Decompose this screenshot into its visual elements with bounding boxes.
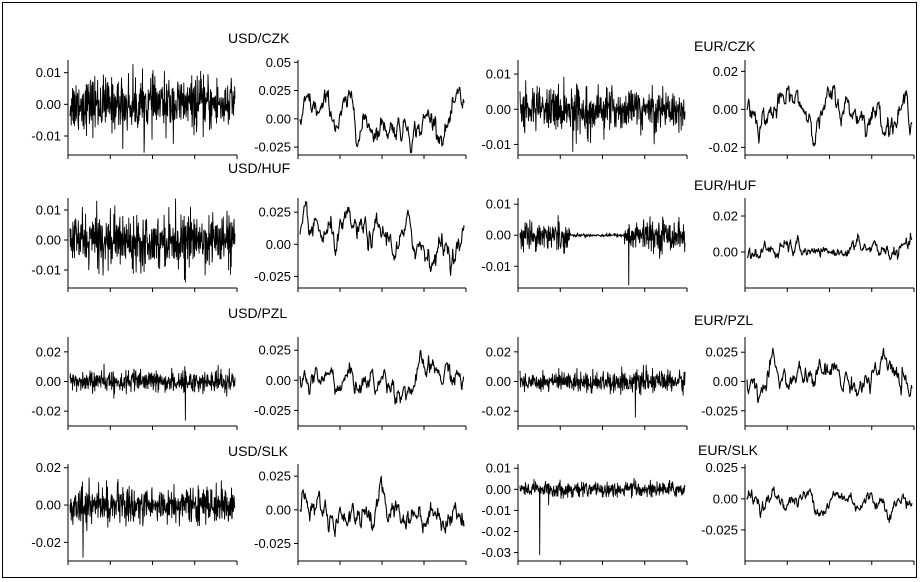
y-tick-label-eur-pzl-returns: 0.02: [486, 344, 511, 359]
y-tick-label-eur-pzl-filtered: -0.025: [701, 403, 738, 418]
y-tick-label-eur-huf-returns: 0.01: [486, 197, 511, 212]
y-tick-label-eur-huf-returns: 0.00: [486, 228, 511, 243]
y-tick-label-eur-slk-filtered: -0.025: [701, 522, 738, 537]
y-tick-label-usd-pzl-returns: 0.00: [36, 374, 61, 389]
title-usd-czk: USD/CZK: [228, 30, 290, 46]
y-tick-label-eur-pzl-filtered: 0.025: [705, 345, 738, 360]
title-usd-huf: USD/HUF: [228, 160, 291, 176]
title-usd-slk: USD/SLK: [228, 443, 288, 459]
title-eur-huf: EUR/HUF: [694, 177, 757, 193]
series-line-usd-huf-filtered: [299, 201, 465, 276]
y-tick-label-usd-pzl-filtered: 0.00: [266, 373, 291, 388]
y-tick-label-usd-pzl-filtered: 0.025: [258, 343, 291, 358]
y-tick-label-eur-pzl-returns: -0.02: [481, 404, 511, 419]
y-tick-label-usd-pzl-returns: -0.02: [31, 404, 61, 419]
y-tick-label-usd-pzl-returns: 0.02: [36, 344, 61, 359]
y-tick-label-usd-czk-returns: -0.01: [31, 129, 61, 144]
y-tick-label-usd-czk-filtered: 0.025: [258, 83, 291, 98]
y-tick-label-usd-slk-returns: 0.02: [36, 460, 61, 475]
y-tick-label-eur-czk-returns: 0.00: [486, 102, 511, 117]
y-tick-label-eur-slk-returns: 0.00: [486, 482, 511, 497]
y-tick-label-usd-huf-returns: -0.01: [31, 263, 61, 278]
y-tick-label-usd-slk-returns: -0.02: [31, 535, 61, 550]
series-line-eur-huf-returns: [519, 215, 686, 286]
y-tick-label-eur-czk-filtered: -0.02: [708, 140, 738, 155]
series-line-eur-huf-filtered: [746, 232, 913, 260]
title-eur-czk: EUR/CZK: [694, 38, 756, 54]
y-tick-label-usd-czk-returns: 0.01: [36, 65, 61, 80]
title-eur-slk: EUR/SLK: [698, 442, 758, 458]
y-tick-label-usd-czk-returns: 0.00: [36, 97, 61, 112]
y-tick-label-eur-slk-filtered: 0.00: [713, 491, 738, 506]
series-line-usd-pzl-filtered: [299, 350, 465, 405]
series-line-eur-slk-filtered: [746, 486, 913, 523]
y-tick-label-eur-czk-filtered: 0.00: [713, 102, 738, 117]
y-tick-label-eur-slk-returns: -0.02: [481, 524, 511, 539]
y-tick-label-usd-pzl-filtered: -0.025: [254, 403, 291, 418]
y-tick-label-usd-slk-filtered: -0.025: [254, 536, 291, 551]
series-line-usd-slk-returns: [69, 477, 236, 558]
y-tick-label-usd-huf-returns: 0.00: [36, 233, 61, 248]
y-tick-label-eur-huf-filtered: 0.02: [713, 209, 738, 224]
y-tick-label-usd-huf-filtered: -0.025: [254, 269, 291, 284]
title-eur-pzl: EUR/PZL: [694, 312, 754, 328]
series-line-eur-czk-returns: [519, 76, 686, 152]
y-tick-label-eur-slk-returns: -0.01: [481, 503, 511, 518]
y-tick-label-eur-slk-filtered: 0.025: [705, 460, 738, 475]
y-tick-label-eur-slk-returns: 0.01: [486, 461, 511, 476]
y-tick-label-usd-huf-filtered: 0.00: [266, 237, 291, 252]
y-tick-label-eur-czk-filtered: 0.02: [713, 64, 738, 79]
y-tick-label-usd-slk-filtered: 0.025: [258, 469, 291, 484]
series-line-usd-czk-returns: [69, 63, 236, 153]
y-tick-label-eur-huf-returns: -0.01: [481, 259, 511, 274]
y-tick-label-usd-czk-filtered: 0.05: [266, 55, 291, 70]
y-tick-label-usd-huf-returns: 0.01: [36, 203, 61, 218]
y-tick-label-usd-slk-filtered: 0.00: [266, 502, 291, 517]
y-tick-label-eur-pzl-returns: 0.00: [486, 374, 511, 389]
title-usd-pzl: USD/PZL: [228, 305, 288, 321]
series-line-eur-pzl-filtered: [746, 347, 913, 404]
series-line-usd-pzl-returns: [69, 363, 236, 421]
y-tick-label-eur-pzl-filtered: 0.00: [713, 374, 738, 389]
series-line-eur-czk-filtered: [746, 84, 913, 147]
y-tick-label-eur-czk-returns: -0.01: [481, 137, 511, 152]
y-tick-label-usd-slk-returns: 0.00: [36, 498, 61, 513]
series-line-eur-slk-returns: [519, 477, 686, 556]
y-tick-label-usd-czk-filtered: 0.00: [266, 111, 291, 126]
y-tick-label-usd-huf-filtered: 0.025: [258, 205, 291, 220]
y-tick-label-usd-czk-filtered: -0.025: [254, 140, 291, 155]
series-line-usd-czk-filtered: [299, 86, 465, 154]
y-tick-label-eur-slk-returns: -0.03: [481, 545, 511, 560]
series-line-usd-slk-filtered: [299, 475, 465, 538]
y-tick-label-eur-huf-filtered: 0.00: [713, 245, 738, 260]
series-line-usd-huf-returns: [69, 198, 236, 283]
series-line-eur-pzl-returns: [519, 364, 686, 418]
y-tick-label-eur-czk-returns: 0.01: [486, 67, 511, 82]
